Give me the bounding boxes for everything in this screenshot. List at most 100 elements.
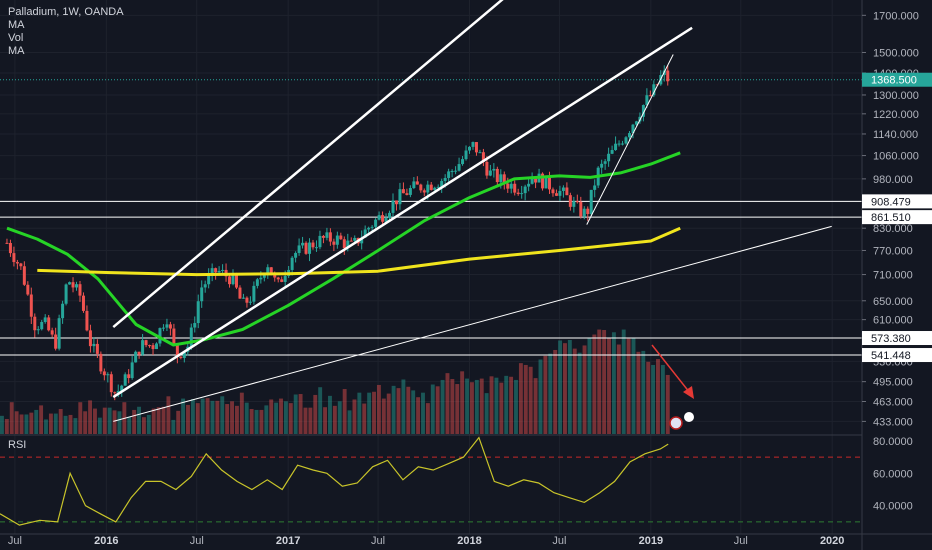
candle-body [88,330,92,347]
rsi-line[interactable] [0,436,669,526]
volume-bar [523,364,528,434]
last-price-tag[interactable] [862,72,932,87]
economic-event-flag-icon[interactable] [669,416,683,430]
candle-body [262,275,266,278]
volume-bar [29,412,34,434]
volume-bar [352,399,357,434]
volume-bar [342,389,347,434]
candle-body [172,328,176,344]
rsi-title[interactable]: RSI [8,439,27,451]
volume-bar [572,348,577,434]
volume-bar [19,414,24,434]
candle-body [155,343,159,350]
volume-bar [200,398,205,434]
volume-bar [489,376,494,434]
ma-slow-line[interactable] [37,226,681,277]
volume-bar [582,345,587,434]
candle-body [36,329,40,331]
volume-bar [230,401,234,434]
candle-body [210,268,214,275]
candle-body [495,168,499,183]
level-price-tag[interactable] [862,210,932,225]
candle-body [193,323,197,328]
volume-bar [386,393,391,434]
volume-bar [494,377,499,434]
trendline[interactable] [113,225,832,422]
candle-body [478,152,482,154]
candle-body [440,180,444,187]
indicator-volume[interactable]: Vol [8,32,24,44]
candle-body [561,187,565,191]
candle-body [248,301,252,303]
volume-bar [4,419,9,434]
volume-bar [553,349,558,434]
volume-down-arrow-icon[interactable] [651,344,691,394]
candle-body [123,374,127,386]
volume-bar [514,379,518,434]
volume-bar [665,374,670,434]
level-price-label: 573.380 [871,333,911,345]
volume-bar [102,407,107,434]
symbol-title[interactable]: Palladium, 1W, OANDA [8,6,124,18]
volume-bar [587,337,592,434]
candle-body [488,170,492,176]
candle-body [422,190,426,193]
candle-body [294,252,298,258]
candle-body [71,282,75,288]
price-tick-label: 770.000 [873,245,913,257]
volume-bar [176,410,181,434]
price-scale-background [862,0,932,550]
candle-body [593,185,597,190]
volume-bar [425,403,430,434]
volume-bar [323,407,328,434]
trendline[interactable] [586,54,674,225]
candle-body [502,174,506,184]
candle-body [283,275,287,282]
volume-bar [656,359,660,434]
volume-bar [611,332,616,434]
candle-body [408,188,412,195]
candle-body [311,242,315,248]
volume-bar [220,396,225,434]
level-price-tag[interactable] [862,331,932,346]
volume-bar [616,344,621,434]
volume-bar [166,396,171,434]
candle-body [516,192,520,195]
time-axis-label: 2019 [639,535,663,547]
candle-body [349,240,353,242]
volume-bar [484,393,489,434]
indicator-ma-fast[interactable]: MA [8,19,25,31]
indicator-ma-slow[interactable]: MA [8,45,25,57]
candle-body [513,183,517,193]
candle-body [610,150,614,154]
volume-bar [14,411,19,434]
rsi-tick-label: 40.0000 [873,501,913,513]
candle-body [328,232,332,242]
candle-body [360,237,364,244]
trendline[interactable] [112,26,693,399]
trendline[interactable] [112,0,566,328]
volume-bar [132,409,137,434]
candle-body [342,239,346,249]
candle-body [506,183,510,189]
candle-body [15,262,19,264]
candle-body [217,270,221,273]
candle-body [617,143,621,145]
volume-bar [93,408,97,434]
candle-body [12,253,16,263]
volume-bar [509,376,514,434]
candle-body [5,242,9,244]
volume-bar [293,394,298,434]
level-price-tag[interactable] [862,194,932,209]
ma-fast-line[interactable] [6,151,681,347]
volume-bar [543,355,548,434]
level-price-tag[interactable] [862,348,932,363]
volume-bar [264,405,269,434]
candle-body [346,240,350,249]
candle-body [565,187,569,196]
candle-body [61,303,65,319]
candle-body [474,142,478,153]
volume-bar [391,385,396,434]
candle-body [645,95,649,106]
